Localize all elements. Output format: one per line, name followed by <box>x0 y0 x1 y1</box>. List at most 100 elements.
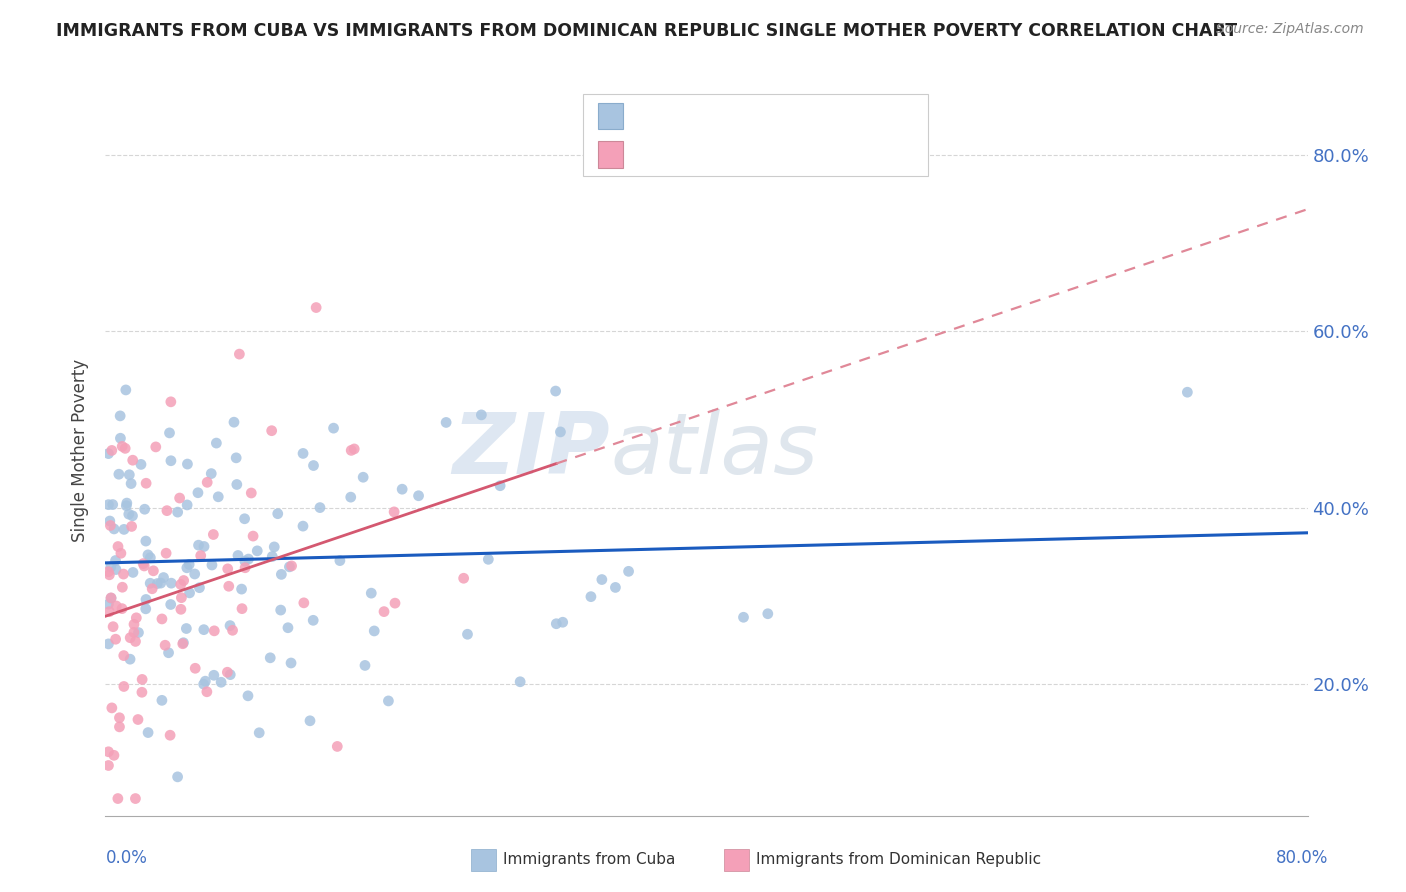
Point <box>231 601 253 615</box>
Text: 80.0%: 80.0% <box>1277 849 1329 867</box>
Point <box>152 570 174 584</box>
Point <box>176 622 198 636</box>
Point <box>100 591 122 605</box>
Point <box>104 553 127 567</box>
Point <box>187 538 209 552</box>
Point <box>150 693 173 707</box>
Point <box>262 549 284 564</box>
Point <box>551 615 574 630</box>
Point <box>240 486 263 500</box>
Point <box>201 558 224 572</box>
Point <box>195 475 218 490</box>
Point <box>247 725 270 739</box>
Point <box>187 485 209 500</box>
Point <box>131 673 153 687</box>
Point <box>97 745 120 759</box>
Point <box>233 554 256 568</box>
Point <box>121 519 143 533</box>
Point <box>105 562 128 576</box>
Point <box>127 625 149 640</box>
Point <box>384 596 406 610</box>
Point <box>200 467 222 481</box>
Point <box>169 491 191 505</box>
Point <box>193 623 215 637</box>
Point <box>233 512 256 526</box>
Point <box>107 791 129 805</box>
Point <box>150 612 173 626</box>
Point <box>97 498 120 512</box>
Point <box>188 581 211 595</box>
Point <box>145 440 167 454</box>
Point <box>193 540 215 554</box>
Point <box>489 479 512 493</box>
Point <box>195 685 218 699</box>
Point <box>114 442 136 456</box>
Point <box>157 646 180 660</box>
Point <box>176 457 198 471</box>
Point <box>112 648 135 663</box>
Y-axis label: Single Mother Poverty: Single Mother Poverty <box>72 359 90 542</box>
Point <box>170 577 193 591</box>
Point <box>173 574 195 588</box>
Point <box>340 443 363 458</box>
Point <box>131 685 153 699</box>
Point <box>166 505 188 519</box>
Point <box>100 560 122 574</box>
Point <box>97 447 120 461</box>
Point <box>309 500 332 515</box>
Point <box>238 552 260 566</box>
Point <box>453 571 475 585</box>
Point <box>111 580 134 594</box>
Text: 121: 121 <box>794 107 832 125</box>
Point <box>135 476 157 491</box>
Point <box>302 613 325 627</box>
Point <box>298 714 321 728</box>
Point <box>267 507 290 521</box>
Point <box>209 675 232 690</box>
Point <box>544 384 567 398</box>
Point <box>135 592 157 607</box>
Point <box>121 508 143 523</box>
Point <box>108 467 131 482</box>
Point <box>322 421 344 435</box>
Point <box>110 546 132 560</box>
Point <box>302 458 325 473</box>
Point <box>202 668 225 682</box>
Point <box>159 598 181 612</box>
Point <box>98 514 121 528</box>
Text: Source: ZipAtlas.com: Source: ZipAtlas.com <box>1216 22 1364 37</box>
Point <box>217 562 239 576</box>
Point <box>139 576 162 591</box>
Point <box>579 590 602 604</box>
Point <box>127 713 149 727</box>
Point <box>242 529 264 543</box>
Point <box>263 540 285 554</box>
Point <box>217 665 239 680</box>
Point <box>101 498 124 512</box>
Text: IMMIGRANTS FROM CUBA VS IMMIGRANTS FROM DOMINICAN REPUBLIC SINGLE MOTHER POVERTY: IMMIGRANTS FROM CUBA VS IMMIGRANTS FROM … <box>56 22 1237 40</box>
Point <box>270 603 292 617</box>
Point <box>278 559 301 574</box>
Point <box>179 558 201 572</box>
Point <box>172 636 194 650</box>
Point <box>103 522 125 536</box>
Point <box>408 489 430 503</box>
Point <box>120 652 142 666</box>
Point <box>104 632 127 647</box>
Point <box>377 694 399 708</box>
Point <box>329 553 352 567</box>
Point <box>270 567 292 582</box>
Point <box>219 667 242 681</box>
Point <box>231 582 253 596</box>
Text: 0.0%: 0.0% <box>105 849 148 867</box>
Point <box>291 519 314 533</box>
Point <box>124 791 146 805</box>
Point <box>103 748 125 763</box>
Point <box>122 566 145 580</box>
Point <box>160 394 183 409</box>
Point <box>98 567 121 582</box>
Point <box>225 477 247 491</box>
Point <box>363 624 385 638</box>
Point <box>135 534 157 549</box>
Point <box>205 436 228 450</box>
